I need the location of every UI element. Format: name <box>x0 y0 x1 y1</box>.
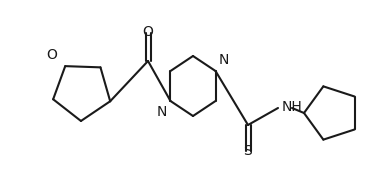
Text: O: O <box>46 48 57 62</box>
Text: N: N <box>218 53 229 67</box>
Text: NH: NH <box>282 100 303 114</box>
Text: N: N <box>157 105 167 119</box>
Text: O: O <box>143 25 153 39</box>
Text: S: S <box>244 144 253 158</box>
